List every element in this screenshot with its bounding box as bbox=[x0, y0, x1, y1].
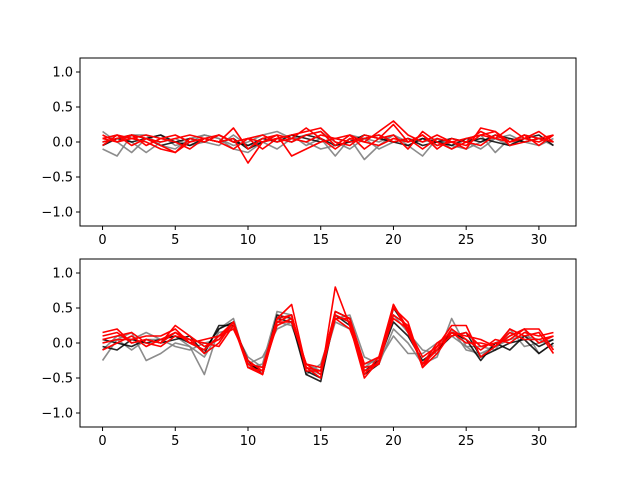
series-line-5 bbox=[102, 286, 555, 379]
x-tick-label: 25 bbox=[458, 434, 475, 449]
x-tick-label: 15 bbox=[312, 233, 329, 248]
subplot-bottom: 0 5 10 15 20 25 30 1.0 0.5 0.0 −0.5 −1.0 bbox=[41, 258, 577, 449]
series-line-9 bbox=[102, 127, 554, 150]
x-tick-label: 0 bbox=[98, 434, 106, 449]
y-tick-label: 0.0 bbox=[52, 136, 73, 151]
x-tick-label: 10 bbox=[240, 233, 257, 248]
series-line-8 bbox=[102, 127, 554, 150]
series-line-7 bbox=[102, 120, 554, 154]
y-tick-label: −0.5 bbox=[41, 171, 73, 186]
y-tick-label: 1.0 bbox=[52, 66, 73, 81]
y-tick-label: −1.0 bbox=[41, 206, 73, 221]
x-tick-label: 25 bbox=[458, 233, 475, 248]
series-line-8 bbox=[102, 310, 554, 376]
series-group bbox=[101, 286, 555, 383]
y-tick-label: 0.0 bbox=[52, 337, 73, 352]
series-group bbox=[102, 120, 554, 164]
series-line-9 bbox=[102, 303, 554, 372]
x-tick-label: 20 bbox=[385, 233, 402, 248]
subplot-top: 0 5 10 15 20 25 30 1.0 0.5 0.0 −0.5 −1.0 bbox=[41, 57, 577, 248]
x-tick-label: 30 bbox=[531, 434, 548, 449]
x-tick-label: 10 bbox=[240, 434, 257, 449]
x-tick-label: 30 bbox=[531, 233, 548, 248]
y-tick-label: 1.0 bbox=[52, 267, 73, 282]
x-tick-label: 5 bbox=[171, 233, 179, 248]
y-tick-label: 0.5 bbox=[52, 302, 73, 317]
x-tick-label: 0 bbox=[98, 233, 106, 248]
y-tick-label: −1.0 bbox=[41, 407, 73, 422]
x-tick-label: 5 bbox=[171, 434, 179, 449]
x-tick-label: 15 bbox=[312, 434, 329, 449]
series-line-6 bbox=[102, 127, 554, 157]
y-tick-label: 0.5 bbox=[52, 101, 73, 116]
x-tick-label: 20 bbox=[385, 434, 402, 449]
y-tick-label: −0.5 bbox=[41, 372, 73, 387]
